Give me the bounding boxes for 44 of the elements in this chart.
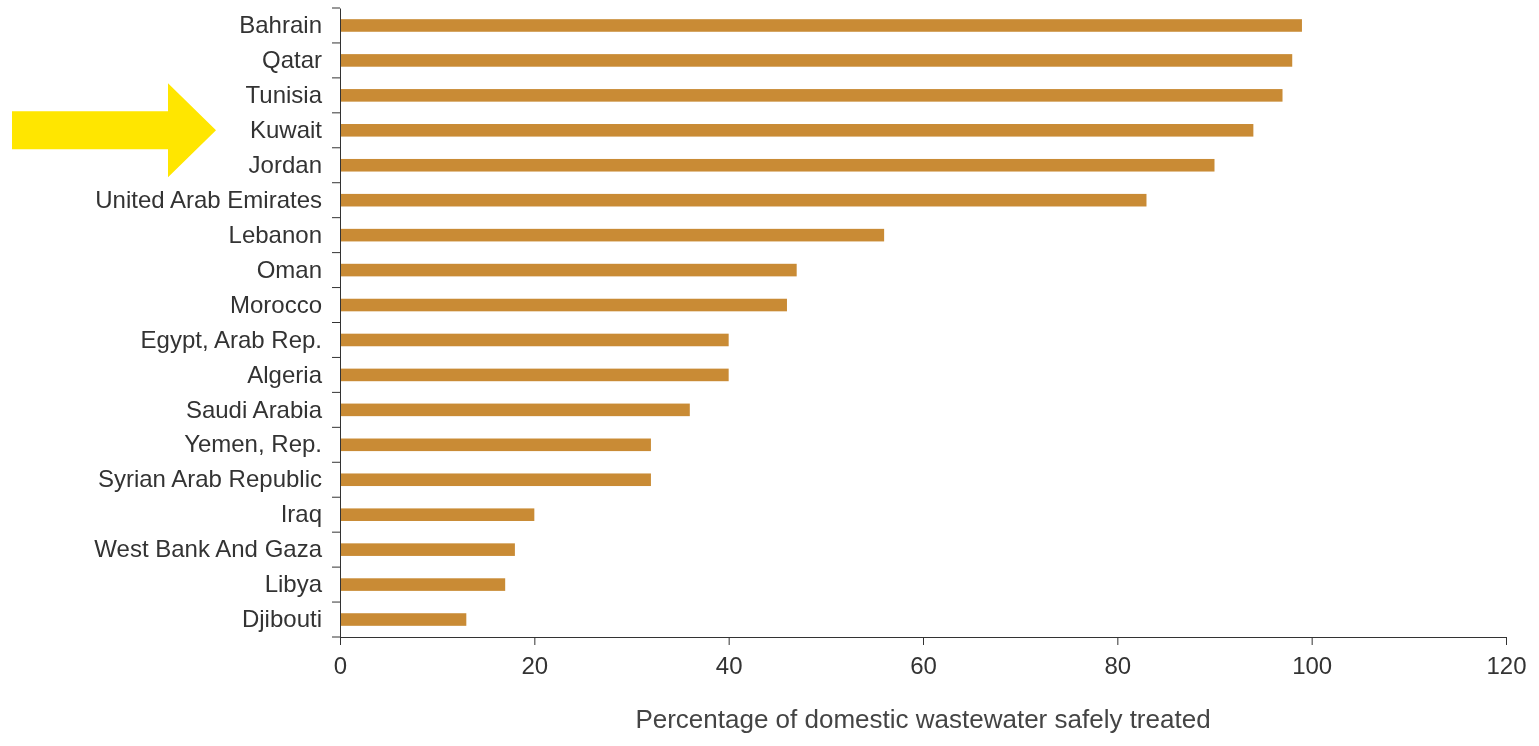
bar <box>340 158 1215 172</box>
bar <box>340 508 535 521</box>
y-tick-label: Lebanon <box>228 220 322 248</box>
y-tick-label: Qatar <box>261 46 322 74</box>
x-axis-title: Percentage of domestic wastewater safely treated <box>635 704 1211 734</box>
y-tick-label: Tunisia <box>245 81 323 109</box>
bar <box>340 403 690 417</box>
bar <box>340 368 729 382</box>
y-tick-label: Kuwait <box>249 115 323 143</box>
bar <box>340 543 515 556</box>
y-tick-label: Djibouti <box>241 605 322 633</box>
bar <box>340 298 787 312</box>
x-tick-label: 100 <box>1292 652 1333 680</box>
bar <box>340 473 651 487</box>
bar <box>340 333 729 347</box>
y-tick-label: Egypt, Arab Rep. <box>140 325 322 353</box>
bar <box>340 19 1302 32</box>
bar <box>340 193 1147 207</box>
x-tick-label: 120 <box>1486 652 1527 680</box>
y-tick-label: Iraq <box>280 500 322 528</box>
bar <box>340 228 885 242</box>
bar <box>340 578 506 591</box>
y-tick-label: Jordan <box>248 150 322 178</box>
y-tick-label: Yemen, Rep. <box>184 430 322 458</box>
y-tick-label: Bahrain <box>239 11 322 39</box>
y-tick-label: Syrian Arab Republic <box>97 465 322 493</box>
y-tick-label: West Bank And Gaza <box>94 535 323 563</box>
y-tick-label: Algeria <box>247 360 323 388</box>
x-tick-label: 60 <box>910 652 937 680</box>
x-tick-label: 40 <box>715 652 743 680</box>
bar <box>340 124 1254 137</box>
y-tick-label: United Arab Emirates <box>95 185 322 213</box>
y-tick-label: Libya <box>264 570 323 598</box>
x-tick-label: 0 <box>333 652 348 680</box>
bar <box>340 438 651 452</box>
x-tick-label: 80 <box>1104 652 1132 680</box>
y-tick-label: Morocco <box>229 290 322 318</box>
bar <box>340 613 467 626</box>
y-tick-label: Oman <box>256 255 322 283</box>
x-tick-label: 20 <box>521 652 549 680</box>
y-tick-label: Saudi Arabia <box>185 395 323 423</box>
bar <box>340 89 1283 102</box>
bar <box>340 263 797 277</box>
bar <box>340 54 1293 67</box>
